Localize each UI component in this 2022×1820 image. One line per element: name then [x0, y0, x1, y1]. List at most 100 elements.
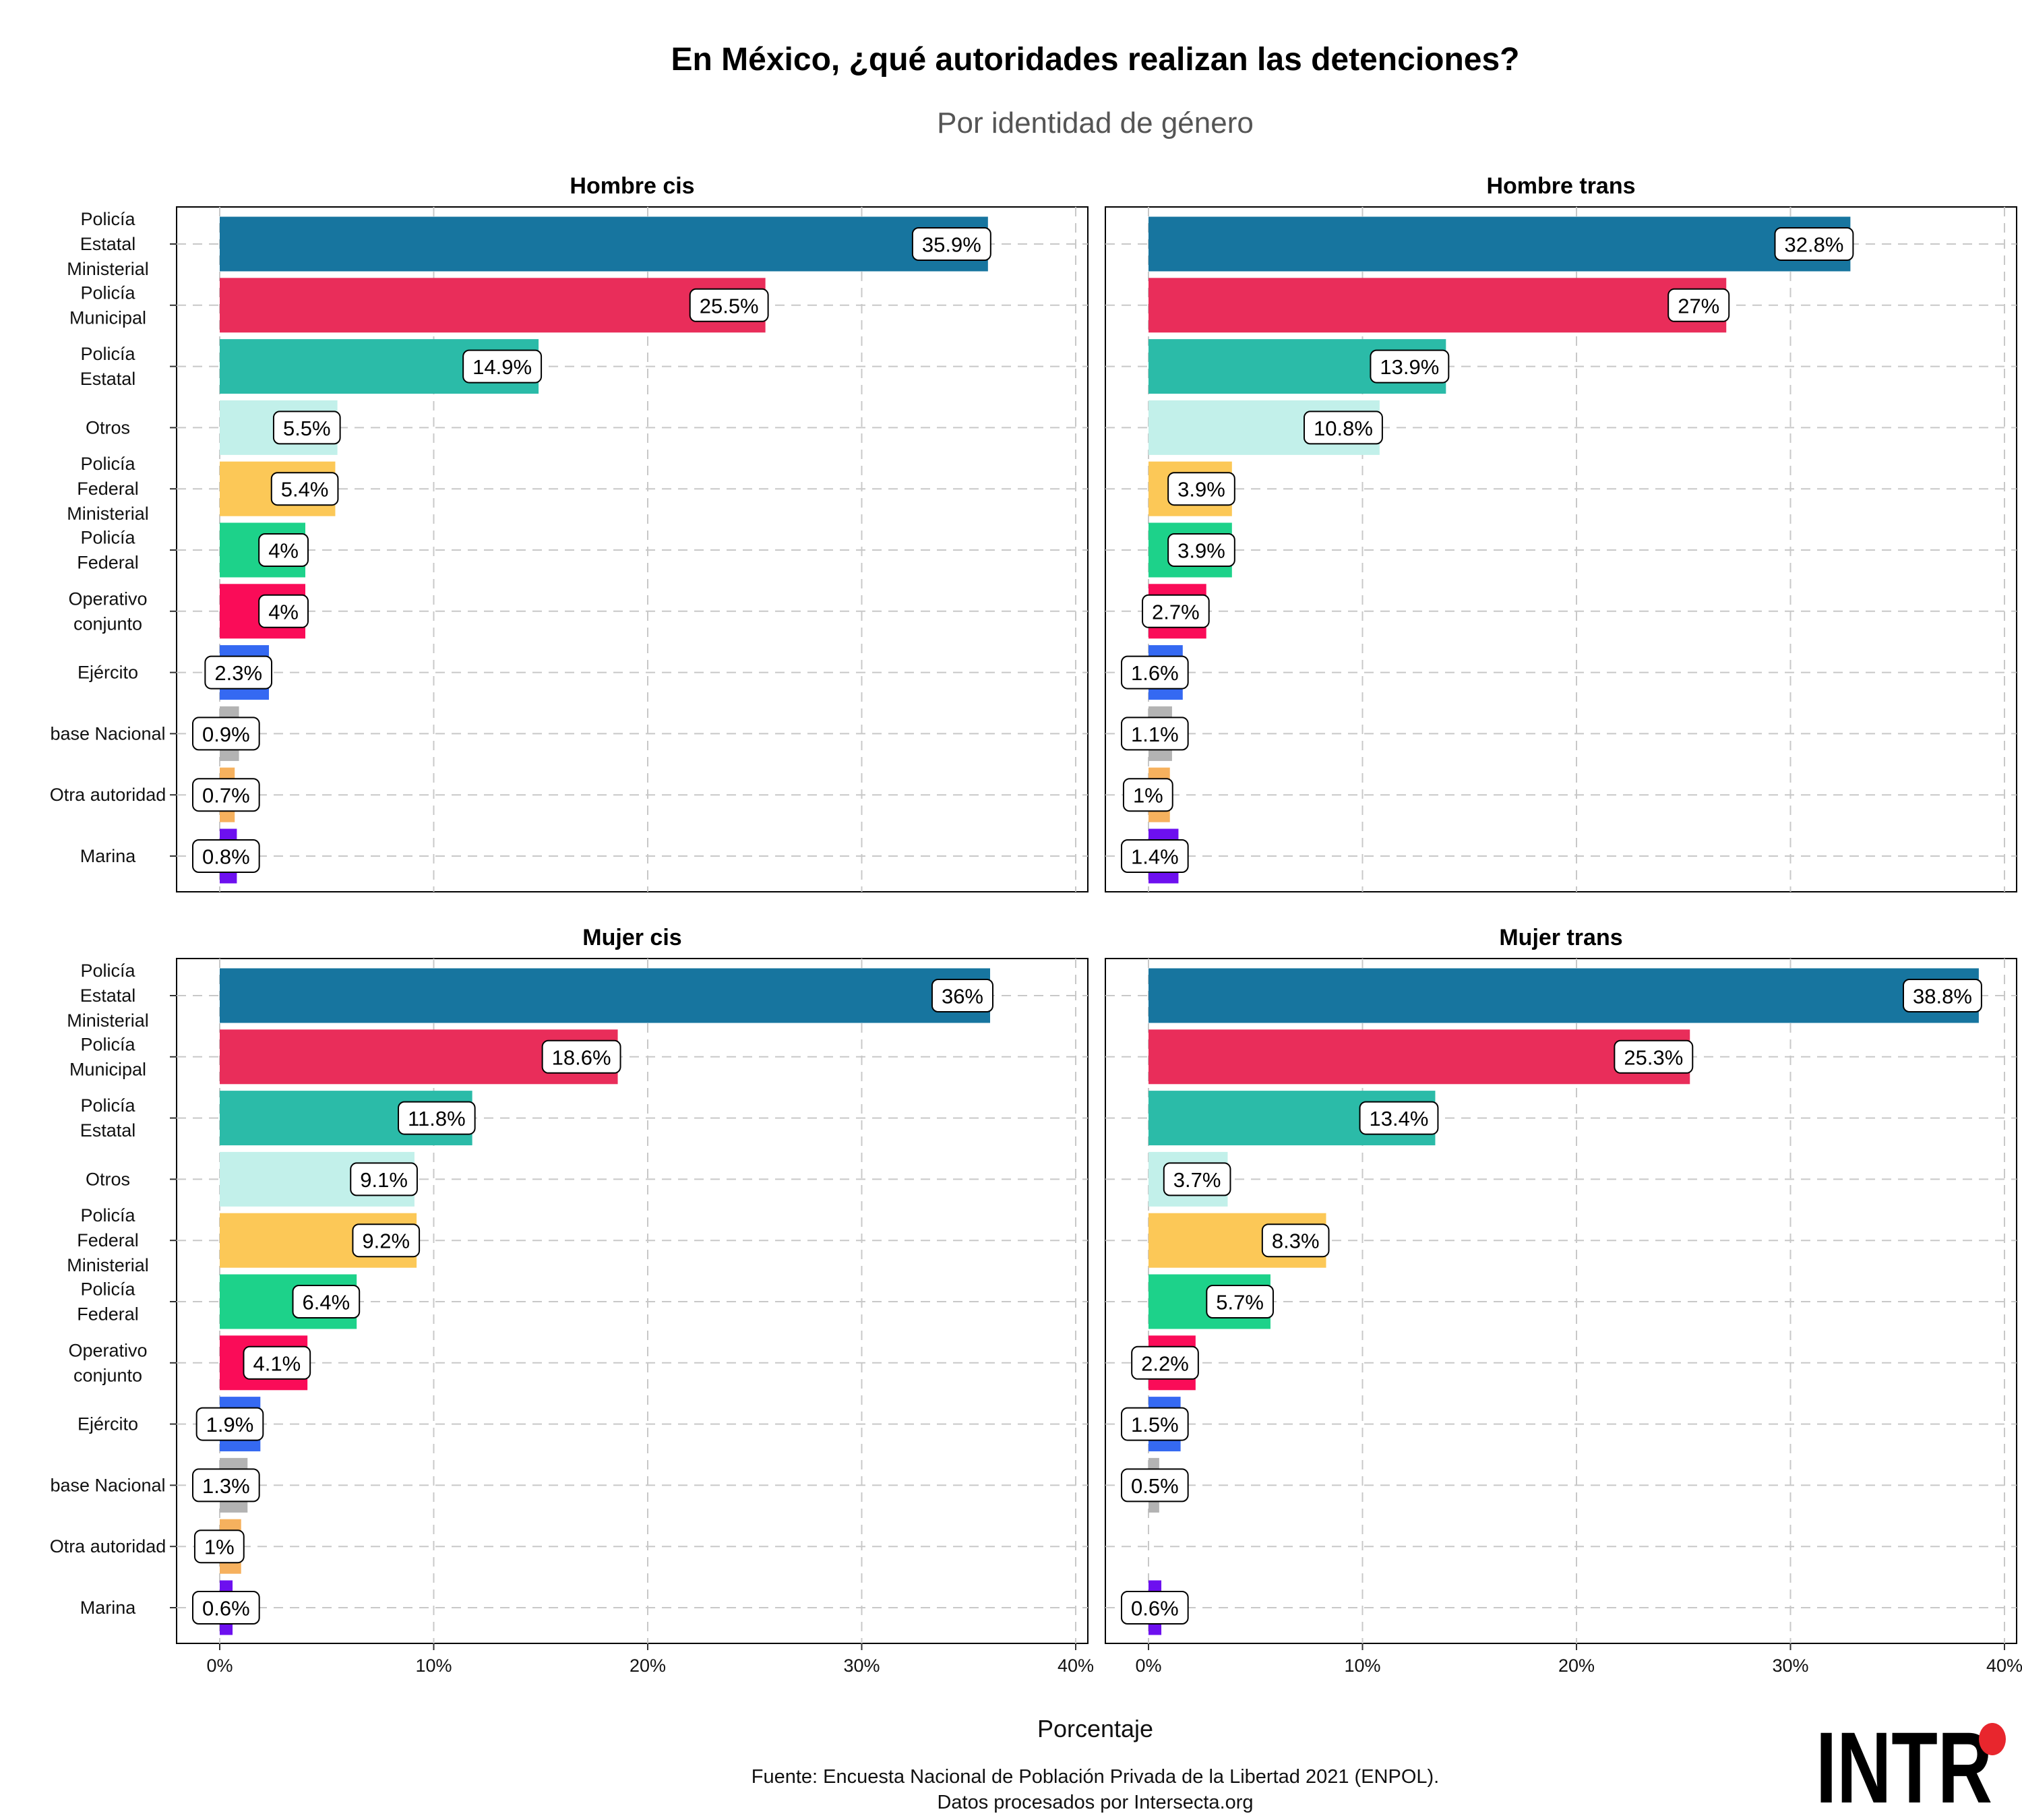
data-label-box: [931, 979, 993, 1012]
x-axis-label: Porcentaje: [1037, 1715, 1153, 1742]
data-label-text: 0.6%: [1131, 1597, 1179, 1620]
y-tick-label-line: Policía: [80, 282, 135, 303]
y-tick-label-base-nacional: base Nacional: [50, 723, 165, 744]
data-label-text: 1.4%: [1131, 845, 1179, 869]
data-label-text: 2.7%: [1152, 600, 1200, 624]
y-tick-label-line: Operativo: [68, 588, 147, 609]
data-label-text: 4%: [268, 600, 299, 624]
data-label-text: 38.8%: [1913, 985, 1972, 1008]
panel-mujer-trans: Mujer trans 38.8% 25.3% 13.4% 3.7% 8.3% 5.7% 2.…: [1105, 925, 2022, 1676]
data-label-mujer-trans-policia-municipal: 25.3%: [1614, 1039, 1694, 1074]
data-label-hombre-trans-operativo-conjunto: 2.7%: [1142, 594, 1210, 628]
y-tick-label-ejercito: Ejército: [78, 663, 138, 683]
x-tick-label: 30%: [843, 1656, 880, 1676]
data-label-box: [1261, 1223, 1330, 1258]
data-label-text: 1.1%: [1131, 723, 1179, 746]
y-tick-label-line: Ministerial: [67, 259, 149, 279]
bar-mujer-cis-policia-estatal-ministerial: [220, 968, 990, 1023]
data-label-mujer-cis-marina: 0.6%: [192, 1591, 260, 1625]
y-tick-label-otra-autoridad: Otra autoridad: [50, 785, 166, 805]
data-label-text: 36%: [942, 985, 983, 1008]
data-label-mujer-cis-operativo-conjunto: 4.1%: [243, 1345, 311, 1380]
data-label-mujer-cis-policia-estatal-ministerial: 36%: [931, 979, 993, 1012]
data-label-hombre-cis-base-nacional: 0.9%: [192, 717, 260, 751]
y-tick-label-line: conjunto: [73, 613, 142, 634]
panel-hombre-trans: Hombre trans 32.8% 27% 13.9% 10.8% 3.9% 3.9% 2.…: [1105, 173, 2017, 892]
x-tick-label: 30%: [1772, 1656, 1808, 1676]
data-label-text: 1.9%: [206, 1413, 254, 1436]
logo-text: INTR: [1816, 1719, 1992, 1807]
y-tick-label-policia-federal-ministerial: Policía Federal Ministerial: [67, 454, 149, 524]
data-label-text: 25.3%: [1624, 1045, 1683, 1069]
data-label-mujer-cis-ejercito: 1.9%: [195, 1407, 264, 1441]
data-label-box: [192, 1591, 260, 1625]
y-tick-label-policia-estatal-ministerial: Policía Estatal Ministerial: [67, 209, 149, 279]
data-label-mujer-trans-policia-federal-ministerial: 8.3%: [1261, 1223, 1330, 1258]
data-label-hombre-trans-policia-estatal-ministerial: 32.8%: [1774, 227, 1854, 261]
y-tick-label-line: Federal: [77, 479, 139, 499]
caption-source: Fuente: Encuesta Nacional de Población P…: [752, 1766, 1439, 1788]
x-tick-label: 10%: [1344, 1656, 1380, 1676]
y-tick-label-line: Otra autoridad: [50, 785, 166, 805]
data-label-box: [1774, 227, 1854, 261]
data-label-mujer-trans-marina: 0.6%: [1121, 1591, 1189, 1625]
y-tick-label-operativo-conjunto: Operativo conjunto: [68, 1340, 147, 1385]
data-label-text: 4%: [268, 539, 299, 563]
data-label-hombre-cis-policia-federal-ministerial: 5.4%: [270, 472, 339, 506]
y-tick-label-line: Operativo: [68, 1340, 147, 1360]
data-label-hombre-cis-ejercito: 2.3%: [204, 655, 273, 690]
data-label-box: [292, 1285, 361, 1318]
bar-hombre-cis-policia-estatal-ministerial: [220, 216, 988, 272]
data-label-box: [1167, 472, 1235, 506]
data-label-text: 1%: [204, 1536, 235, 1559]
y-tick-label-otra-autoridad: Otra autoridad: [50, 1536, 166, 1556]
data-label-mujer-cis-otra-autoridad: 1%: [193, 1529, 245, 1564]
data-label-box: [192, 839, 260, 873]
data-label-text: 9.2%: [362, 1230, 410, 1253]
y-tick-label-line: Municipal: [69, 1059, 146, 1079]
data-label-mujer-cis-policia-federal-ministerial: 9.2%: [352, 1223, 421, 1258]
x-tick-label: 20%: [630, 1656, 666, 1676]
data-label-box: [1206, 1285, 1274, 1318]
data-label-text: 10.8%: [1314, 417, 1373, 440]
data-label-box: [258, 533, 309, 567]
y-tick-label-line: Otra autoridad: [50, 1536, 166, 1556]
y-tick-label-line: Federal: [77, 1304, 139, 1325]
data-label-hombre-trans-policia-federal-ministerial: 3.9%: [1167, 472, 1235, 506]
data-label-text: 0.9%: [202, 723, 250, 746]
data-label-text: 2.2%: [1141, 1352, 1189, 1375]
data-label-box: [1142, 594, 1210, 628]
data-label-text: 0.8%: [202, 845, 250, 869]
data-label-hombre-trans-marina: 1.4%: [1121, 839, 1189, 873]
data-label-text: 1%: [1133, 784, 1163, 808]
data-label-text: 2.3%: [214, 661, 262, 685]
y-tick-label-policia-municipal: Policía Municipal: [69, 282, 146, 328]
data-label-mujer-cis-policia-municipal: 18.6%: [541, 1039, 621, 1074]
data-label-hombre-trans-otros: 10.8%: [1303, 411, 1383, 445]
x-tick-label: 0%: [1135, 1656, 1161, 1676]
data-label-text: 13.4%: [1370, 1107, 1429, 1130]
data-label-box: [1121, 1407, 1189, 1441]
panel-title-hombre-trans: Hombre trans: [1486, 173, 1635, 199]
data-label-text: 1.5%: [1131, 1413, 1179, 1436]
logo-dot: [1979, 1723, 2006, 1755]
data-label-text: 8.3%: [1272, 1230, 1320, 1253]
bar-hombre-trans-policia-estatal-ministerial: [1148, 216, 1851, 272]
bar-mujer-trans-policia-estatal-ministerial: [1148, 968, 1979, 1023]
y-tick-label-line: Ejército: [78, 1414, 138, 1434]
intersecta-logo: INTR: [1816, 1719, 2006, 1807]
y-tick-label-policia-estatal: Policía Estatal: [80, 1095, 136, 1141]
data-label-text: 1.6%: [1131, 661, 1179, 685]
y-tick-label-line: Policía: [80, 1034, 135, 1054]
y-tick-label-line: Policía: [80, 344, 135, 364]
data-label-text: 5.5%: [283, 417, 331, 440]
data-label-hombre-cis-otra-autoridad: 0.7%: [192, 778, 260, 812]
panel-hombre-cis: Hombre cis 35.9% 25.5% 14.9% 5.5% 5.4% 4% 4% 2.3…: [50, 173, 1089, 892]
data-label-box: [352, 1223, 421, 1258]
data-label-text: 3.9%: [1177, 539, 1225, 563]
y-tick-label-line: Policía: [80, 961, 135, 981]
data-label-hombre-trans-base-nacional: 1.1%: [1121, 717, 1189, 751]
data-label-box: [258, 594, 309, 628]
data-label-mujer-trans-policia-estatal-ministerial: 38.8%: [1902, 979, 1982, 1012]
